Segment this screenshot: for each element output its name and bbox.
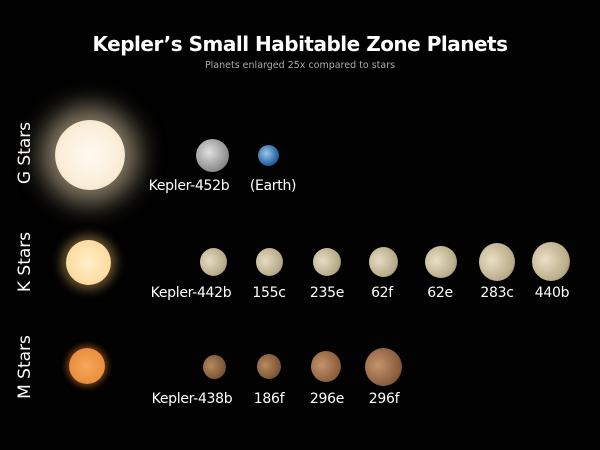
planet bbox=[203, 355, 226, 379]
planet-label: Kepler-442b bbox=[150, 285, 232, 301]
planet-label: 62e bbox=[427, 285, 453, 301]
planet-label: (Earth) bbox=[249, 178, 297, 194]
planet-label: Kepler-452b bbox=[148, 178, 230, 194]
planet-label: 155c bbox=[252, 285, 286, 301]
planet-earth bbox=[258, 145, 279, 166]
m-star bbox=[69, 348, 105, 384]
planet-label: 62f bbox=[371, 285, 393, 301]
planet-kepler-452b bbox=[196, 139, 229, 172]
planet bbox=[200, 248, 227, 276]
planet bbox=[256, 248, 283, 276]
row-label-k-stars: K Stars bbox=[15, 231, 35, 293]
planet-label: 283c bbox=[480, 285, 514, 301]
planet-label: 186f bbox=[253, 391, 285, 407]
planet bbox=[369, 247, 398, 277]
k-star bbox=[66, 240, 111, 285]
planet bbox=[311, 351, 341, 382]
subtitle: Planets enlarged 25x compared to stars bbox=[204, 60, 396, 71]
planet-label: 296e bbox=[309, 391, 345, 407]
planet-label: 296f bbox=[368, 391, 400, 407]
planet bbox=[532, 242, 570, 281]
g-star bbox=[55, 120, 125, 190]
planet bbox=[425, 246, 457, 278]
planet bbox=[365, 348, 402, 386]
planet-label: 235e bbox=[309, 285, 345, 301]
planet bbox=[313, 248, 341, 276]
row-label-m-stars: M Stars bbox=[15, 335, 35, 399]
planet-label: Kepler-438b bbox=[151, 391, 233, 407]
planet-label: 440b bbox=[534, 285, 570, 301]
title: Kepler’s Small Habitable Zone Planets bbox=[92, 32, 508, 56]
planet bbox=[257, 354, 281, 379]
row-label-g-stars: G Stars bbox=[15, 121, 35, 185]
planet bbox=[479, 243, 515, 281]
